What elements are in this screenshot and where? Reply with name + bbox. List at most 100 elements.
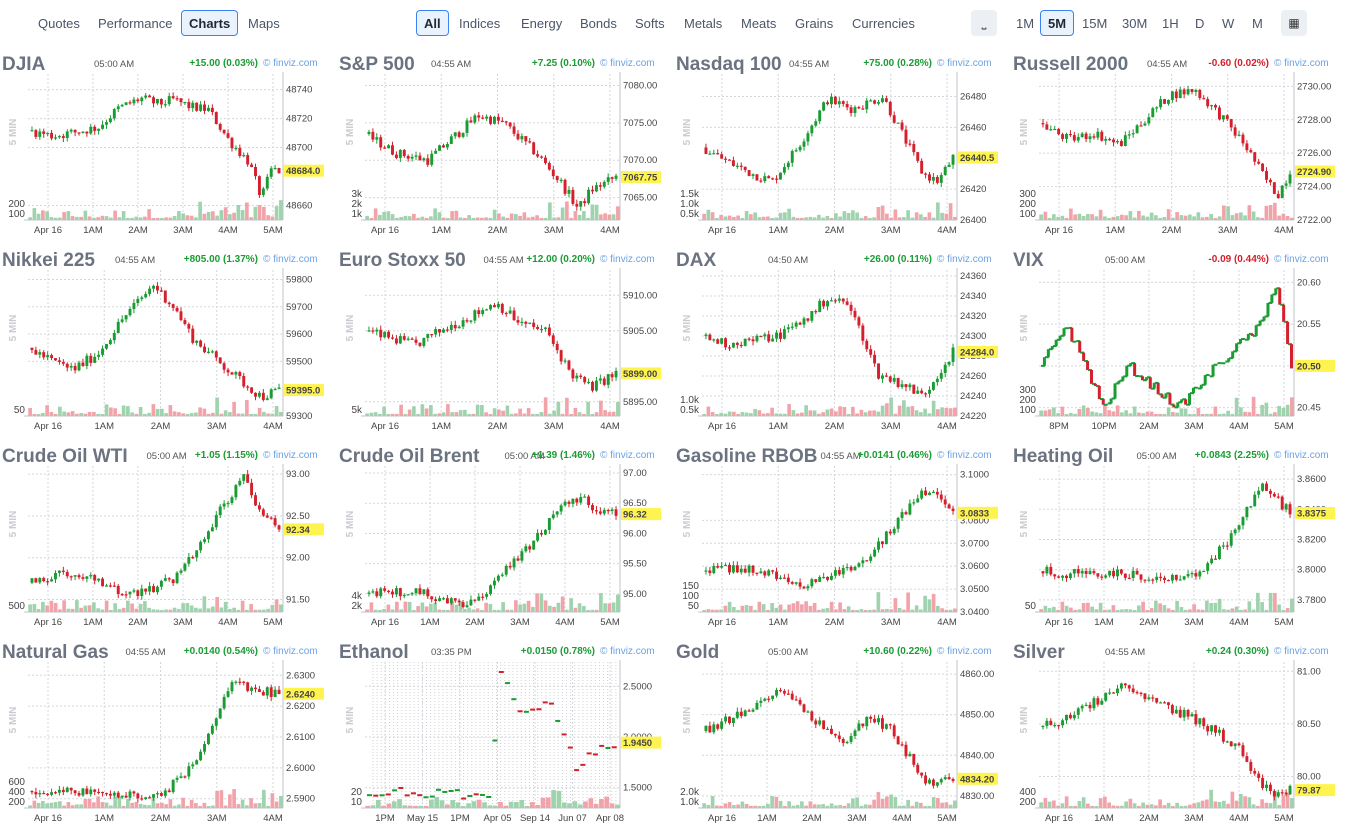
candle-body (857, 563, 861, 567)
chart-panel-sandp-500[interactable]: Apr 16 1AM 2AM 3AM 4AM 7080.00 7075.00 7070.00 7… (337, 52, 674, 248)
volume-bar (872, 799, 876, 808)
chart-title[interactable]: VIX (1013, 250, 1044, 271)
candle-body (1253, 494, 1257, 507)
candle-body (418, 155, 422, 161)
chart-title[interactable]: S&P 500 (339, 54, 415, 75)
filter-bonds[interactable]: Bonds (580, 16, 617, 31)
chart-title[interactable]: DAX (676, 250, 717, 271)
volume-bar (774, 607, 779, 612)
candle-body (1057, 725, 1061, 727)
chart-canvas[interactable]: Apr 16 1AM 2AM 3AM 4AM264802646026420264005 … (674, 52, 1011, 248)
volume-tick-label: 100 (682, 591, 699, 602)
chart-title[interactable]: Gasoline RBOB (676, 446, 818, 467)
timeframe-15m[interactable]: 15M (1082, 16, 1108, 31)
chart-panel-vix[interactable]: 8PM10PM2AM3AM4AM5AM20.6020.5520.5020.455… (1011, 248, 1348, 444)
chart-canvas[interactable]: Apr 161AM2AM3AM4AM5AM3.86003.84003.82003… (1011, 444, 1348, 640)
chart-canvas[interactable]: 8PM10PM2AM3AM4AM5AM20.6020.5520.5020.455… (1011, 248, 1348, 444)
volume-bar (1111, 605, 1116, 612)
chart-title[interactable]: Heating Oil (1013, 446, 1114, 467)
timeframe-w[interactable]: W (1222, 16, 1235, 31)
chart-panel-gasoline-rbob[interactable]: Apr 16 1AM 2AM 3AM 4AM 3.1000 3.0800 3.0700 3.06… (674, 444, 1011, 640)
nav-maps[interactable]: Maps (248, 16, 280, 31)
chart-title[interactable]: Euro Stoxx 50 (339, 250, 466, 271)
chart-title[interactable]: Natural Gas (2, 642, 109, 663)
volume-bar (804, 601, 808, 612)
chart-canvas[interactable]: Apr 16 1AM 2AM 3AM 4AM2.63002.62002.61002.60… (0, 640, 337, 836)
volume-bar (1234, 606, 1239, 612)
chart-canvas[interactable]: 1PM May 15 1PM Apr 05 Sep 14 Jun 07 Apr 082.50… (337, 640, 674, 836)
chart-title[interactable]: Crude Oil WTI (2, 446, 128, 467)
chart-panel-natural-gas[interactable]: Apr 16 1AM 2AM 3AM 4AM 2.6300 2.6200 2.6100 2.60… (0, 640, 337, 836)
chart-canvas[interactable]: Apr 16 1AM 2AM 3AM 4AM2436024340243202430024… (674, 248, 1011, 444)
candle-body (191, 328, 195, 343)
chart-title[interactable]: DJIA (2, 54, 46, 75)
calendar-icon[interactable]: ▦ (1281, 10, 1307, 36)
candle-body (85, 788, 89, 795)
filter-meats[interactable]: Meats (741, 16, 777, 31)
chart-panel-gold[interactable]: Apr 16 1AM 2AM 3AM 4AM 5AM 4860.00 4850.00 4840.… (674, 640, 1011, 836)
spacebar-icon[interactable]: ⎵ (971, 10, 997, 36)
chart-canvas[interactable]: Apr 16 1AM 2AM 3AM 4AM 5AM97.0096.5096.0095.5… (337, 444, 674, 640)
filter-currencies[interactable]: Currencies (852, 16, 915, 31)
timeframe-5m[interactable]: 5M (1040, 10, 1075, 36)
filter-metals[interactable]: Metals (684, 16, 723, 31)
chart-panel-crude-oil-brent[interactable]: Apr 16 1AM 2AM 3AM 4AM 5AM 97.00 96.50 96.00 95.5… (337, 444, 674, 640)
price-mark (1121, 376, 1125, 381)
chart-canvas[interactable]: Apr 16 1AM 2AM 3AM 4AM 5AM4860.004850.004840.… (674, 640, 1011, 836)
chart-panel-crude-oil-wti[interactable]: Apr 16 1AM 2AM 3AM 4AM 5AM 93.00 92.50 92.00 91.5… (0, 444, 337, 640)
timeframe-30m[interactable]: 30M (1122, 16, 1148, 31)
chart-panel-ethanol[interactable]: 1PM May 15 1PM Apr 05 Sep 14 Jun 07 Apr 08 2.50… (337, 640, 674, 836)
volume-bar (795, 217, 800, 220)
chart-panel-russell-2000[interactable]: Apr 16 1AM 2AM 3AM 4AM 2730.00 2728.00 2726.00 2… (1011, 52, 1348, 248)
nav-performance[interactable]: Performance (98, 16, 173, 31)
candle-body (826, 102, 829, 105)
filter-energy[interactable]: Energy (521, 16, 563, 31)
candle-body (543, 529, 547, 535)
volume-bar (931, 400, 936, 416)
chart-panel-silver[interactable]: Apr 16 1AM 2AM 3AM 4AM 5AM 81.00 80.50 80.00 5 MI… (1011, 640, 1348, 836)
chart-title[interactable]: Nikkei 225 (2, 250, 95, 271)
timeframe-d[interactable]: D (1195, 16, 1205, 31)
timeframe-1m[interactable]: 1M (1016, 16, 1035, 31)
y-tick-label: 2.6200 (286, 701, 315, 712)
volume-bar (253, 206, 258, 220)
filter-indices[interactable]: Indices (459, 16, 501, 31)
chart-panel-nasdaq-100[interactable]: Apr 16 1AM 2AM 3AM 4AM 26480 26460 26420 26400 5 … (674, 52, 1011, 248)
chart-canvas[interactable]: Apr 16 1AM 2AM 3AM 4AM2730.002728.002726.002… (1011, 52, 1348, 248)
nav-quotes[interactable]: Quotes (38, 16, 80, 31)
volume-bar (262, 609, 266, 612)
filter-all[interactable]: All (416, 10, 449, 36)
chart-panel-euro-stoxx-50[interactable]: Apr 16 1AM 2AM 3AM 4AM 5910.00 5905.00 5895.00 5… (337, 248, 674, 444)
volume-bar (719, 412, 723, 416)
chart-panel-dax[interactable]: Apr 16 1AM 2AM 3AM 4AM 24360 24340 24320 24300 24… (674, 248, 1011, 444)
chart-canvas[interactable]: Apr 16 1AM 2AM 3AM 4AM 5AM4874048720487004866… (0, 52, 337, 248)
chart-title[interactable]: Crude Oil Brent (339, 446, 480, 467)
last-price-value: 20.50 (1297, 361, 1321, 372)
candle-body (1131, 688, 1135, 693)
chart-panel-nikkei-225[interactable]: Apr 16 1AM 2AM 3AM 4AM 59800 59700 59600 59500 59… (0, 248, 337, 444)
chart-title[interactable]: Ethanol (339, 642, 409, 663)
timeframe-1h[interactable]: 1H (1162, 16, 1179, 31)
chart-canvas[interactable]: Apr 16 1AM 2AM 3AM 4AM5980059700596005950059… (0, 248, 337, 444)
timeframe-m[interactable]: M (1252, 16, 1263, 31)
filter-grains[interactable]: Grains (795, 16, 834, 31)
candle-body (790, 582, 794, 584)
volume-bar (609, 803, 615, 808)
chart-panel-heating-oil[interactable]: Apr 161AM2AM3AM4AM5AM3.86003.84003.82003… (1011, 444, 1348, 640)
filter-softs[interactable]: Softs (635, 16, 665, 31)
chart-canvas[interactable]: Apr 16 1AM 2AM 3AM 4AM3.10003.08003.07003.06… (674, 444, 1011, 640)
volume-bar (518, 215, 522, 220)
chart-panel-djia[interactable]: Apr 16 1AM 2AM 3AM 4AM 5AM 48740 48720 48700 4866… (0, 52, 337, 248)
volume-bar (893, 413, 898, 416)
chart-title[interactable]: Russell 2000 (1013, 54, 1129, 75)
candle-body (579, 497, 583, 503)
chart-canvas[interactable]: Apr 16 1AM 2AM 3AM 4AM7080.007075.007070.007… (337, 52, 674, 248)
chart-canvas[interactable]: Apr 16 1AM 2AM 3AM 4AM5910.005905.005895.005… (337, 248, 674, 444)
chart-title[interactable]: Gold (676, 642, 720, 663)
chart-title[interactable]: Nasdaq 100 (676, 54, 782, 75)
nav-charts[interactable]: Charts (181, 10, 239, 36)
candle-body (743, 710, 747, 717)
chart-canvas[interactable]: Apr 16 1AM 2AM 3AM 4AM 5AM93.0092.5092.0091.5… (0, 444, 337, 640)
chart-title[interactable]: Silver (1013, 642, 1065, 663)
